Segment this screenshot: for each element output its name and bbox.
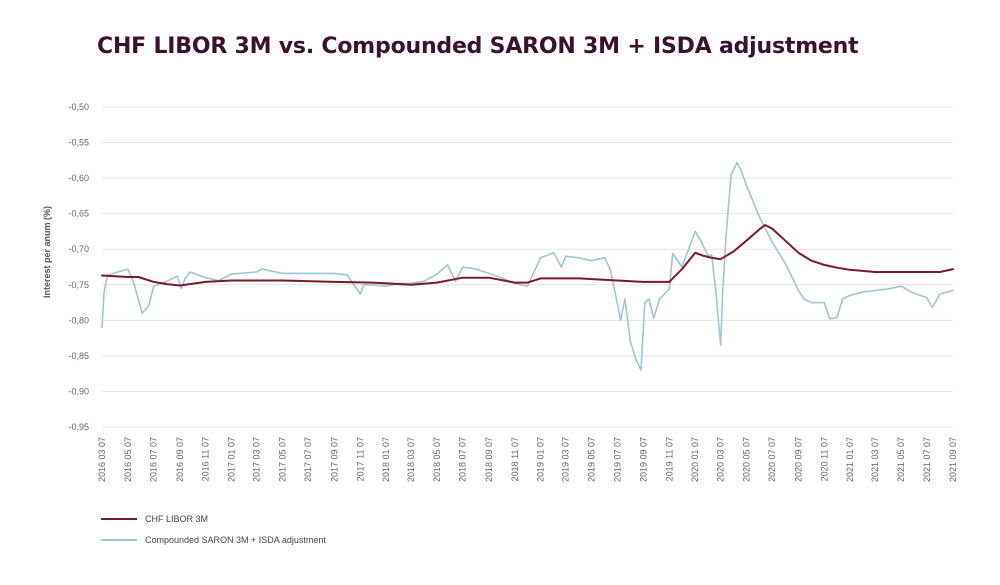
x-tick-label: 2021 07 07 bbox=[922, 437, 932, 482]
chart-title: CHF LIBOR 3M vs. Compounded SARON 3M + I… bbox=[97, 34, 859, 59]
x-tick-label: 2019 09 07 bbox=[639, 437, 649, 482]
x-tick-label: 2017 01 07 bbox=[227, 437, 237, 482]
x-tick-label: 2021 05 07 bbox=[896, 437, 906, 482]
legend-label: CHF LIBOR 3M bbox=[145, 514, 208, 524]
x-tick-label: 2017 09 07 bbox=[329, 437, 339, 482]
x-tick-label: 2018 03 07 bbox=[406, 437, 416, 482]
x-tick-label: 2021 03 07 bbox=[870, 437, 880, 482]
x-tick-label: 2020 11 07 bbox=[819, 437, 829, 481]
y-tick-labels: -0,50 -0,55 -0,60 -0,65 -0,70 -0,75 -0,80 -0,85… bbox=[68, 102, 89, 432]
x-tick-labels: 2016 03 07 2016 05 07 2016 07 07 2016 09 07… bbox=[97, 437, 958, 482]
y-tick-label: -0,95 bbox=[68, 422, 89, 432]
series-lines bbox=[101, 161, 954, 371]
series-line-chf-libor-3m bbox=[101, 224, 954, 287]
x-tick-label: 2019 03 07 bbox=[561, 437, 571, 482]
x-tick-label: 2021 09 07 bbox=[948, 437, 958, 482]
x-tick-label: 2020 09 07 bbox=[793, 437, 803, 482]
x-tick-label: 2018 07 07 bbox=[458, 437, 468, 482]
x-tick-label: 2017 05 07 bbox=[277, 437, 287, 482]
x-tick-label: 2020 03 07 bbox=[716, 437, 726, 482]
y-tick-label: -0,60 bbox=[68, 173, 89, 183]
x-tick-label: 2018 05 07 bbox=[432, 437, 442, 482]
x-tick-label: 2017 11 07 bbox=[355, 437, 365, 481]
y-tick-label: -0,65 bbox=[68, 209, 89, 219]
y-tick-label: -0,70 bbox=[68, 244, 89, 254]
x-tick-label: 2020 07 07 bbox=[767, 437, 777, 482]
x-tick-label: 2020 01 07 bbox=[690, 437, 700, 482]
grid-lines bbox=[102, 106, 953, 428]
x-tick-label: 2019 01 07 bbox=[536, 437, 546, 482]
y-tick-label: -0,80 bbox=[68, 315, 89, 325]
legend: CHF LIBOR 3M Compounded SARON 3M + ISDA a… bbox=[101, 514, 326, 545]
x-tick-label: 2017 03 07 bbox=[252, 437, 262, 482]
x-tick-label: 2016 05 07 bbox=[123, 437, 133, 482]
x-tick-label: 2016 07 07 bbox=[149, 437, 159, 482]
x-tick-label: 2018 11 07 bbox=[510, 437, 520, 481]
x-tick-label: 2018 01 07 bbox=[381, 437, 391, 482]
y-tick-label: -0,90 bbox=[68, 386, 89, 396]
x-tick-label: 2017 07 07 bbox=[303, 437, 313, 482]
y-tick-label: -0,55 bbox=[68, 138, 89, 148]
series-line-compounded-saron-3m bbox=[101, 161, 954, 371]
y-tick-label: -0,75 bbox=[68, 280, 89, 290]
y-axis-label: Interest per anum (%) bbox=[42, 206, 52, 298]
x-tick-label: 2020 05 07 bbox=[741, 437, 751, 482]
y-tick-label: -0,85 bbox=[68, 351, 89, 361]
x-tick-label: 2019 05 07 bbox=[586, 437, 596, 482]
x-tick-label: 2021 01 07 bbox=[845, 437, 855, 482]
x-tick-label: 2016 09 07 bbox=[175, 437, 185, 482]
x-tick-label: 2019 11 07 bbox=[664, 437, 674, 481]
x-tick-label: 2019 07 07 bbox=[612, 437, 622, 482]
legend-label: Compounded SARON 3M + ISDA adjustment bbox=[145, 535, 326, 545]
x-tick-label: 2016 11 07 bbox=[201, 437, 211, 481]
x-tick-label: 2018 09 07 bbox=[484, 437, 494, 482]
x-tick-label: 2016 03 07 bbox=[97, 437, 107, 482]
y-tick-label: -0,50 bbox=[68, 102, 89, 112]
